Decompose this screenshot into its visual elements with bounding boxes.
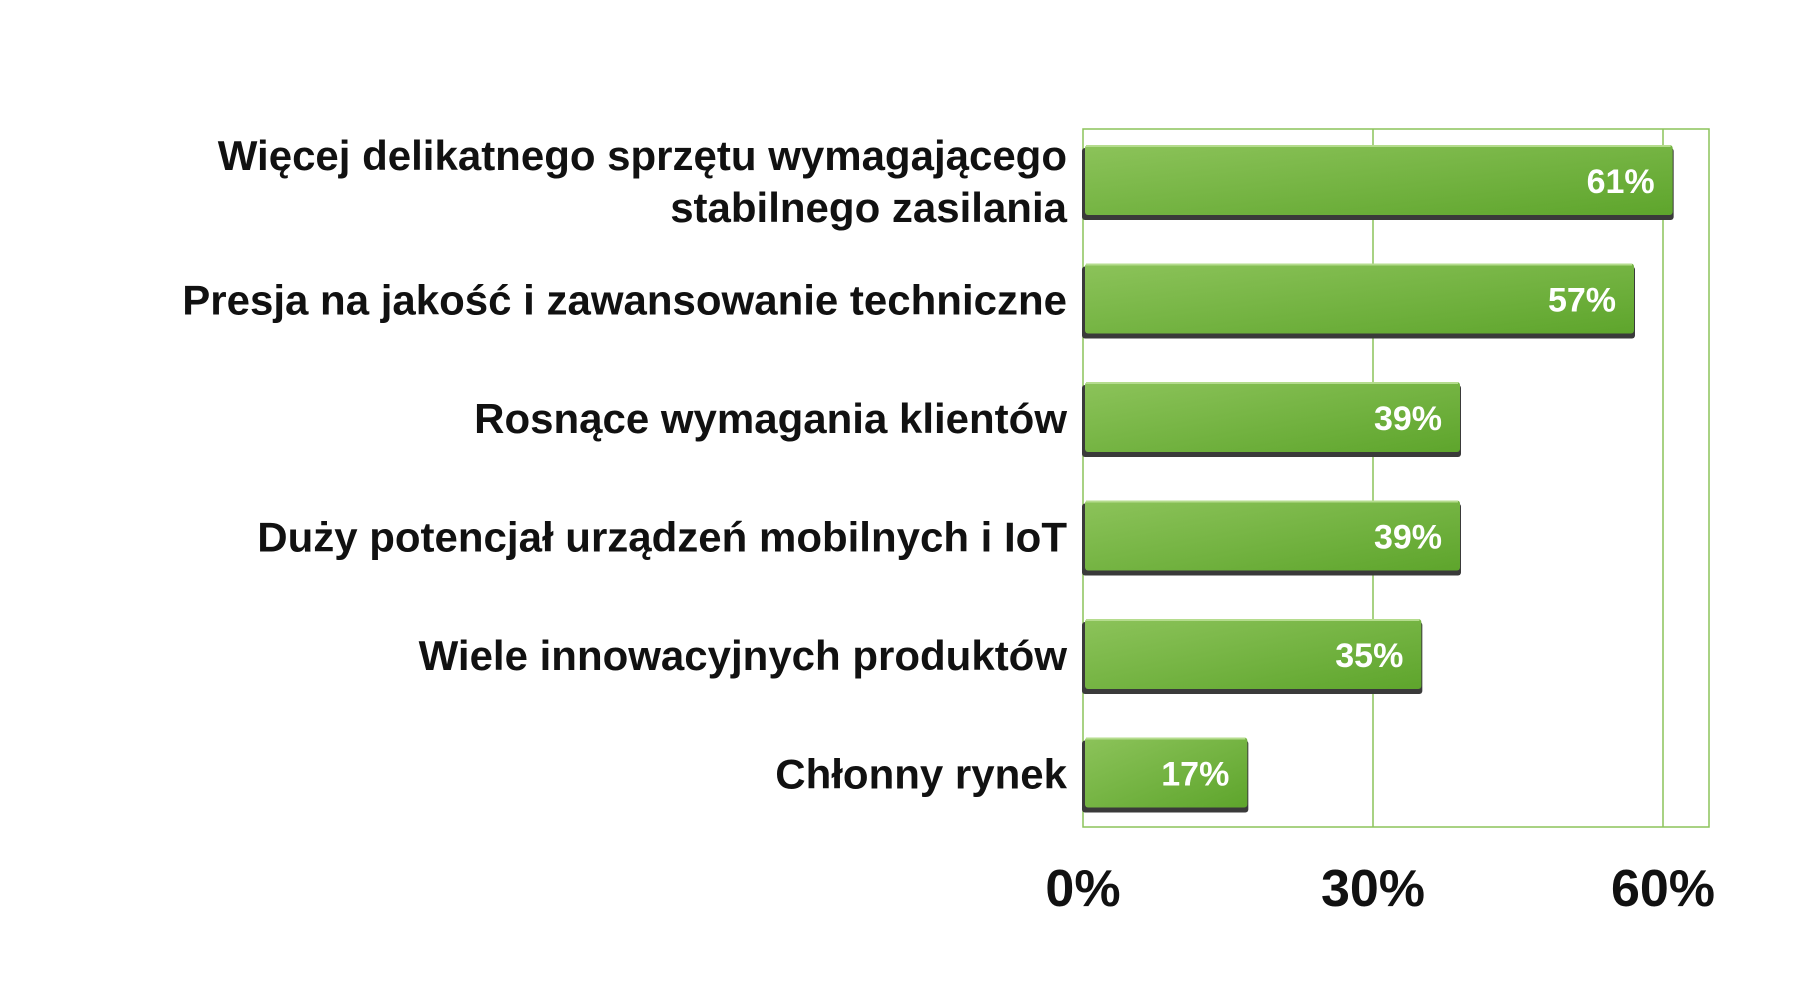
bar xyxy=(1085,145,1673,215)
category-label: stabilnego zasilania xyxy=(670,184,1067,231)
x-tick-label: 30% xyxy=(1321,860,1425,918)
data-label: 61% xyxy=(1587,163,1655,201)
bar-group: 39% xyxy=(1082,382,1461,457)
bar xyxy=(1085,263,1634,334)
data-label: 57% xyxy=(1548,282,1616,320)
bar-group: 39% xyxy=(1082,500,1461,576)
bar-group: 61% xyxy=(1082,145,1674,220)
bar xyxy=(1085,619,1422,689)
data-label: 17% xyxy=(1161,756,1229,794)
bar-group: 17% xyxy=(1082,737,1249,813)
data-label: 39% xyxy=(1374,519,1442,557)
bars: 61% 57% 39% 39% 35% 17% xyxy=(1082,145,1674,813)
category-label: Wiele innowacyjnych produktów xyxy=(419,632,1068,679)
bar xyxy=(1085,382,1460,452)
x-axis-ticks: 0% 30% 60% xyxy=(1045,860,1715,918)
bar-group: 35% xyxy=(1082,619,1423,694)
bar xyxy=(1085,500,1460,571)
category-labels: Więcej delikatnego sprzętu wymagającego s… xyxy=(182,132,1067,798)
plot-area-frame xyxy=(1082,128,1710,828)
bar xyxy=(1085,737,1248,808)
category-label: Chłonny rynek xyxy=(775,751,1067,798)
gridlines xyxy=(1372,129,1664,827)
category-label: Rosnące wymagania klientów xyxy=(474,395,1067,442)
data-label: 39% xyxy=(1374,400,1442,438)
x-tick-label: 0% xyxy=(1045,860,1120,918)
bar-group: 57% xyxy=(1082,263,1635,339)
category-label: Więcej delikatnego sprzętu wymagającego xyxy=(218,132,1067,179)
x-tick-label: 60% xyxy=(1611,860,1715,918)
category-label: Duży potencjał urządzeń mobilnych i IoT xyxy=(257,514,1067,561)
category-label: Presja na jakość i zawansowanie technicz… xyxy=(182,277,1067,324)
data-label: 35% xyxy=(1335,637,1403,675)
